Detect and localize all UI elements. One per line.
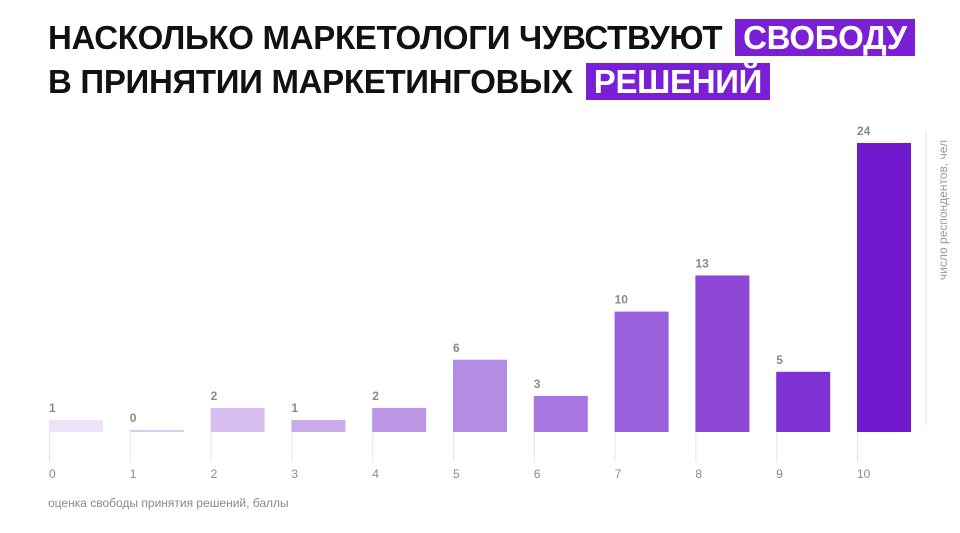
value-label-4: 2 (372, 389, 379, 403)
bar-10 (857, 143, 911, 432)
x-tick-label-10: 10 (857, 467, 871, 481)
value-label-6: 3 (534, 377, 541, 391)
title-line-2: В ПРИНЯТИИ МАРКЕТИНГОВЫХ РЕШЕНИЙ (48, 60, 915, 104)
y-axis-label: число респондентов, чел (936, 140, 950, 280)
value-label-10: 24 (857, 124, 871, 138)
x-tick-label-4: 4 (372, 467, 379, 481)
value-label-3: 1 (291, 401, 298, 415)
x-tick-label-7: 7 (615, 467, 622, 481)
bar-6 (533, 395, 588, 432)
bar-2 (210, 407, 265, 432)
value-label-5: 6 (453, 341, 460, 355)
x-axis-label: оценка свободы принятия решений, баллы (48, 496, 289, 510)
value-label-8: 13 (695, 256, 709, 270)
bar-8 (695, 275, 750, 432)
chart-title: НАСКОЛЬКО МАРКЕТОЛОГИ ЧУВСТВУЮТ СВОБОДУ … (48, 16, 915, 104)
x-tick-label-1: 1 (130, 467, 137, 481)
title-line-1: НАСКОЛЬКО МАРКЕТОЛОГИ ЧУВСТВУЮТ СВОБОДУ (48, 16, 915, 60)
value-label-2: 2 (211, 389, 218, 403)
bars-group (49, 143, 911, 432)
x-tick-label-5: 5 (453, 467, 460, 481)
bar-3 (291, 419, 346, 432)
x-ticks-group: 0 1 2 3 4 5 6 7 8 9 10 (49, 432, 871, 481)
bar-7 (614, 311, 669, 432)
value-label-7: 10 (615, 293, 629, 307)
x-tick-label-8: 8 (695, 467, 702, 481)
x-tick-label-0: 0 (49, 467, 56, 481)
title-highlight-svobodu: СВОБОДУ (735, 19, 915, 56)
bar-0 (49, 419, 103, 432)
title-line-2-text: В ПРИНЯТИИ МАРКЕТИНГОВЫХ (48, 63, 573, 100)
value-label-0: 1 (49, 401, 56, 415)
value-label-1: 0 (130, 411, 137, 425)
bar-1 (129, 430, 184, 432)
title-highlight-resheniy: РЕШЕНИЙ (585, 63, 771, 100)
bar-9 (776, 371, 831, 432)
x-tick-label-9: 9 (776, 467, 783, 481)
x-tick-label-3: 3 (291, 467, 298, 481)
bar-5 (453, 359, 507, 432)
bar-4 (372, 407, 427, 432)
title-line-1-text: НАСКОЛЬКО МАРКЕТОЛОГИ ЧУВСТВУЮТ (48, 19, 723, 56)
value-label-9: 5 (776, 353, 783, 367)
x-tick-label-6: 6 (534, 467, 541, 481)
x-tick-label-2: 2 (211, 467, 218, 481)
